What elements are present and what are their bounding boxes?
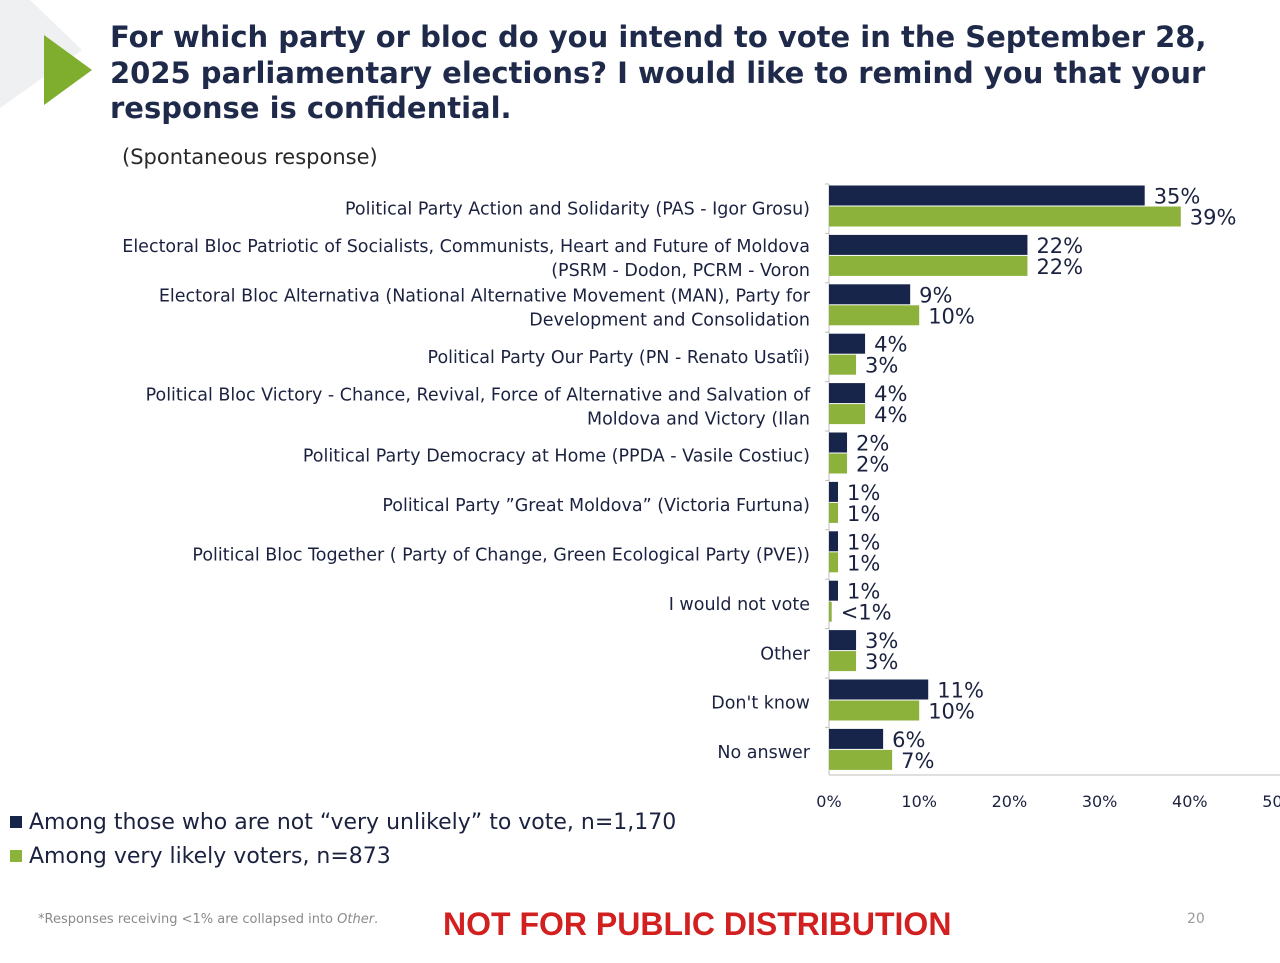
bar-series-1	[829, 580, 839, 601]
play-triangle-icon	[44, 35, 92, 105]
data-label-series-2: 3%	[865, 354, 898, 378]
bar-series-2	[829, 502, 839, 523]
bar-series-2	[829, 305, 920, 326]
category-label: Political Party Action and Solidarity (P…	[345, 200, 810, 220]
x-tick-label: 40%	[1172, 792, 1208, 811]
bar-series-1	[829, 383, 866, 404]
data-label-series-1: 6%	[892, 728, 925, 752]
data-label-series-1: 1%	[847, 580, 880, 604]
data-label-series-2: 2%	[856, 453, 889, 477]
bar-series-2	[829, 700, 920, 721]
bar-series-2	[829, 552, 839, 573]
x-tick-label: 50%	[1262, 792, 1280, 811]
category-label: Political Party Our Party (PN - Renato U…	[428, 348, 810, 368]
legend-label-series-1: Among those who are not “very unlikely” …	[29, 809, 677, 835]
category-label: Political Bloc Victory - Chance, Revival…	[146, 385, 811, 405]
bar-series-2	[829, 601, 832, 622]
footnote-text: *Responses receiving <1% are collapsed i…	[38, 912, 338, 927]
category-label: Moldova and Victory (Ilan	[587, 409, 810, 429]
category-label: Other	[760, 644, 810, 664]
bar-series-1	[829, 531, 839, 552]
bar-series-2	[829, 453, 848, 474]
data-label-series-1: 1%	[847, 530, 880, 554]
chart-title: For which party or bloc do you intend to…	[110, 20, 1207, 125]
data-label-series-1: 9%	[919, 283, 952, 307]
data-label-series-1: 35%	[1154, 185, 1201, 209]
category-label: Development and Consolidation	[529, 311, 810, 331]
bar-series-1	[829, 728, 884, 749]
corner-decoration	[0, 0, 82, 108]
category-label: Political Bloc Together ( Party of Chang…	[192, 546, 810, 566]
bar-series-2	[829, 255, 1028, 276]
x-tick-label: 30%	[1082, 792, 1118, 811]
data-label-series-2: 1%	[847, 551, 880, 575]
bar-series-2	[829, 354, 857, 375]
data-label-series-1: 4%	[874, 382, 907, 406]
legend-item-series-2: Among very likely voters, n=873	[10, 839, 676, 873]
bar-series-1	[829, 284, 911, 305]
bar-series-1	[829, 679, 929, 700]
category-label: No answer	[717, 743, 810, 763]
footnote-end: .	[374, 912, 379, 927]
footnote: *Responses receiving <1% are collapsed i…	[38, 912, 378, 927]
category-label: (PSRM - Dodon, PCRM - Voron	[551, 261, 810, 281]
legend-label-series-2: Among very likely voters, n=873	[29, 843, 391, 869]
legend-swatch-series-2	[10, 850, 22, 862]
category-label: I would not vote	[669, 595, 810, 615]
x-tick-label: 20%	[992, 792, 1028, 811]
bar-chart: 0% 10% 20% 30% 40% 50% Political Party Action …	[122, 183, 1280, 811]
data-label-series-1: 1%	[847, 481, 880, 505]
chart-subtitle: (Spontaneous response)	[122, 145, 378, 169]
bar-series-2	[829, 749, 893, 770]
x-tick-label: 10%	[901, 792, 937, 811]
data-label-series-1: 3%	[865, 629, 898, 653]
bar-series-2	[829, 651, 857, 672]
bar-series-1	[829, 481, 839, 502]
data-label-series-2: 10%	[928, 700, 975, 724]
data-label-series-2: 4%	[874, 403, 907, 427]
legend: Among those who are not “very unlikely” …	[10, 805, 676, 873]
bar-series-1	[829, 234, 1028, 255]
data-label-series-2: 22%	[1036, 255, 1083, 279]
data-label-series-2: 39%	[1190, 206, 1237, 230]
legend-item-series-1: Among those who are not “very unlikely” …	[10, 805, 676, 839]
bar-series-1	[829, 630, 857, 651]
legend-swatch-series-1	[10, 816, 22, 828]
data-label-series-2: 10%	[928, 304, 975, 328]
category-label: Electoral Bloc Alternativa (National Alt…	[159, 287, 811, 307]
data-label-series-2: <1%	[841, 601, 892, 625]
footnote-emphasis: Other	[337, 912, 375, 927]
category-label: Don't know	[711, 694, 810, 714]
bar-series-1	[829, 432, 848, 453]
bar-series-2	[829, 404, 866, 425]
data-label-series-2: 7%	[901, 749, 934, 773]
page-number: 20	[1187, 911, 1205, 927]
distribution-watermark: NOT FOR PUBLIC DISTRIBUTION	[443, 906, 952, 942]
category-label: Political Party ”Great Moldova” (Victori…	[382, 496, 810, 516]
data-label-series-1: 2%	[856, 432, 889, 456]
data-label-series-2: 1%	[847, 502, 880, 526]
data-label-series-1: 22%	[1036, 234, 1083, 258]
bar-series-1	[829, 185, 1145, 206]
bar-series-1	[829, 333, 866, 354]
category-label: Political Party Democracy at Home (PPDA …	[303, 447, 810, 467]
bar-series-2	[829, 206, 1181, 227]
x-tick-label: 0%	[816, 792, 841, 811]
data-label-series-2: 3%	[865, 650, 898, 674]
data-label-series-1: 11%	[937, 679, 984, 703]
data-label-series-1: 4%	[874, 333, 907, 357]
category-label: Electoral Bloc Patriotic of Socialists, …	[122, 237, 810, 257]
